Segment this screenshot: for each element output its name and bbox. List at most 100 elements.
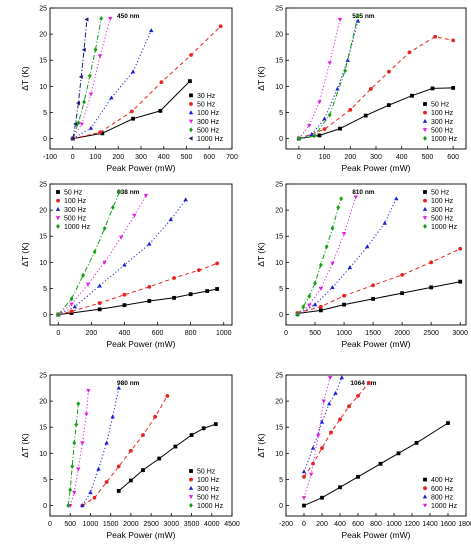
data-point <box>132 213 137 218</box>
data-point <box>327 61 332 66</box>
legend-label: 800 Hz <box>431 494 454 501</box>
y-tick-label: 10 <box>275 84 283 91</box>
series-line <box>72 30 152 140</box>
data-point <box>322 127 327 132</box>
x-tick-label: 1000 <box>83 521 99 528</box>
data-point <box>70 136 75 141</box>
y-tick-label: 10 <box>39 451 47 458</box>
x-tick-label: 1500 <box>103 521 119 528</box>
series-line <box>118 423 216 492</box>
series-line <box>298 87 454 140</box>
series-line <box>298 36 454 140</box>
x-tick-label: 4000 <box>204 521 220 528</box>
y-tick-label: 25 <box>275 373 283 380</box>
plot-frame <box>49 183 233 326</box>
y-tick-label: 15 <box>39 425 47 432</box>
x-tick-label: 3500 <box>184 521 200 528</box>
data-point <box>321 399 326 404</box>
data-point <box>458 246 463 251</box>
legend-marker <box>422 216 428 221</box>
data-point <box>414 440 419 445</box>
series-1 <box>116 422 218 493</box>
data-point <box>72 490 77 495</box>
data-point <box>76 120 81 126</box>
series-3 <box>295 196 399 317</box>
legend-marker <box>188 136 193 141</box>
data-point <box>356 393 360 398</box>
data-point <box>189 433 194 437</box>
data-point <box>218 24 223 29</box>
data-point <box>329 430 333 435</box>
panel-title: 980 nm <box>117 380 140 387</box>
legend-marker <box>188 110 194 115</box>
series-1 <box>295 279 463 316</box>
x-tick-label: 300 <box>370 154 382 161</box>
y-tick-label: 5 <box>43 110 47 117</box>
data-point <box>102 260 107 265</box>
y-tick-label: 15 <box>275 58 283 65</box>
legend-marker <box>189 477 193 482</box>
data-point <box>310 445 316 450</box>
y-tick-label: 20 <box>275 208 283 215</box>
series-5 <box>56 189 122 318</box>
data-point <box>312 133 317 139</box>
data-point <box>356 474 360 479</box>
data-point <box>338 417 342 422</box>
y-tick-label: 0 <box>43 503 47 510</box>
data-point <box>407 50 412 55</box>
x-tick-label: 800 <box>370 521 382 528</box>
data-point <box>309 132 314 136</box>
data-point <box>173 444 178 449</box>
data-point <box>78 74 83 80</box>
data-point <box>316 433 321 438</box>
series-4 <box>295 195 358 317</box>
legend-marker <box>189 502 193 508</box>
legend-label: 1000 Hz <box>64 224 91 231</box>
series-3 <box>301 375 344 474</box>
data-point <box>116 464 121 469</box>
data-point <box>302 503 306 508</box>
legend-label: 1000 Hz <box>197 503 224 510</box>
data-point <box>143 193 149 198</box>
series-line <box>67 403 79 506</box>
y-tick-label: 0 <box>279 503 283 510</box>
data-point <box>69 296 74 302</box>
data-point <box>84 412 89 417</box>
x-tick-label: 200 <box>316 521 328 528</box>
data-point <box>99 15 104 21</box>
data-point <box>158 108 163 113</box>
data-point <box>188 292 193 297</box>
data-point <box>93 47 98 53</box>
data-point <box>172 295 176 300</box>
data-point <box>149 28 154 33</box>
data-point <box>205 289 210 293</box>
series-line <box>297 196 357 315</box>
x-tick-label: 2500 <box>423 330 439 337</box>
series-line <box>72 18 102 139</box>
y-tick-label: 10 <box>275 260 283 267</box>
x-tick-label: 700 <box>226 154 238 161</box>
data-point <box>159 80 164 85</box>
legend-label: 1000 Hz <box>431 136 458 143</box>
data-point <box>386 103 391 108</box>
data-point <box>296 136 301 142</box>
x-tick-label: 1200 <box>404 521 420 528</box>
panel-title: 810 nm <box>352 189 375 196</box>
series-line <box>303 377 331 498</box>
data-point <box>76 401 81 407</box>
y-tick-label: 0 <box>43 136 47 143</box>
legend-label: 50 Hz <box>431 190 450 197</box>
data-point <box>98 130 102 135</box>
data-point <box>188 79 192 84</box>
data-point <box>451 38 456 43</box>
y-tick-label: 25 <box>39 373 47 380</box>
legend-label: 50 Hz <box>197 469 216 476</box>
series-3 <box>296 18 361 141</box>
y-axis-label: ΔT (K) <box>20 66 30 91</box>
x-tick-label: 800 <box>185 330 197 337</box>
